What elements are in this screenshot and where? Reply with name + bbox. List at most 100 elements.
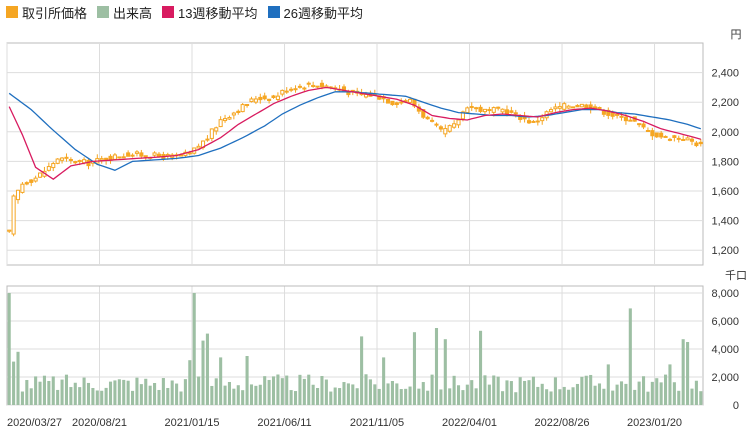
volume-bar (637, 381, 641, 405)
price-swatch-icon (6, 6, 18, 18)
legend-label-price: 取引所価格 (22, 5, 88, 21)
candle-body (15, 189, 21, 201)
volume-bar (113, 380, 117, 405)
candle-body (284, 90, 289, 93)
volume-bar (395, 383, 399, 405)
volume-bar (681, 339, 685, 405)
volume-bar (434, 328, 439, 405)
candle-body (553, 106, 558, 110)
volume-bar (38, 381, 42, 405)
candle-body (526, 120, 532, 124)
volume-bar (205, 333, 209, 405)
volume-bar (650, 381, 654, 405)
volume-bar (368, 379, 372, 405)
volume-bar (575, 383, 579, 405)
candle-body (584, 104, 589, 109)
candle-body (134, 151, 139, 154)
candle-body (606, 109, 611, 116)
ma-lines (8, 86, 701, 180)
legend-item-ma26: 26週移動平均 (267, 3, 363, 22)
volume-bar (580, 376, 584, 405)
volume-bar (549, 391, 553, 405)
volume-bar (496, 376, 500, 405)
candle-body (143, 155, 148, 158)
volume-tick-label: 6,000 (711, 316, 739, 328)
volume-bar (183, 379, 187, 405)
volume-bar (161, 378, 165, 405)
legend-label-ma13: 13週移動平均 (178, 5, 258, 21)
candle-body (126, 152, 131, 157)
volume-bar (421, 382, 425, 405)
volume-bar (589, 374, 593, 405)
candle-body (209, 128, 214, 139)
volume-bar (417, 388, 421, 405)
volume-bar (527, 380, 531, 405)
volume-bar (562, 386, 566, 405)
volume-bar (655, 378, 659, 405)
volume-bar (536, 386, 540, 405)
volume-bar (263, 376, 267, 405)
candle-body (474, 107, 479, 110)
volume-bar (465, 384, 469, 405)
volume-bar (456, 385, 461, 405)
candle-body (82, 159, 87, 164)
candle-body (641, 123, 646, 128)
candle-body (227, 117, 232, 120)
volume-bar (404, 388, 408, 405)
candle-body (676, 137, 681, 140)
volume-bar (514, 392, 518, 405)
candle-body (425, 116, 430, 120)
volume-bar (641, 376, 646, 405)
candle-body (7, 229, 12, 232)
candle-body (245, 104, 250, 107)
candle-body (139, 152, 144, 157)
candle-body (394, 102, 399, 105)
volume-bar (351, 384, 355, 405)
volume-unit-label: 千口 (725, 269, 747, 282)
candle-body (562, 103, 567, 110)
volume-bar (505, 380, 509, 405)
volume-tick-label: 0 (733, 400, 739, 412)
legend-item-price: 取引所価格 (6, 3, 87, 22)
volume-bar (126, 380, 130, 405)
volume-bar (104, 387, 108, 405)
volume-bar (91, 387, 95, 405)
legend: 取引所価格 出来高 13週移動平均 26週移動平均 (6, 3, 363, 21)
volume-bar (324, 379, 328, 405)
volume-bar (461, 390, 465, 405)
volume-bar (615, 384, 619, 405)
volume-bar (606, 364, 610, 405)
volume-bar (659, 382, 663, 405)
candle-body (20, 183, 25, 193)
volume-bar (518, 377, 522, 405)
volume-bar (307, 374, 311, 405)
x-tick-label: 2022/04/01 (442, 417, 497, 429)
volume-bar (567, 389, 571, 405)
volume-bar (531, 376, 535, 405)
candle-body (698, 141, 703, 145)
volume-bar (166, 387, 170, 405)
volume-bar (355, 388, 359, 405)
candle-body (452, 123, 457, 128)
volume-bar (249, 384, 254, 405)
candle-body (37, 172, 43, 178)
volume-bar (122, 379, 126, 405)
candle-body (77, 160, 82, 163)
candle-body (438, 126, 443, 130)
volume-bar (474, 388, 478, 405)
volume-bar (20, 391, 24, 405)
volume-bar (316, 387, 320, 405)
volume-bar (214, 378, 218, 405)
volume-bar (483, 375, 487, 405)
candle-body (68, 158, 73, 161)
axis-labels: 1,200 1,400 1,600 1,800 2,000 2,200 2,400 円 0 2,0… (7, 29, 747, 429)
volume-bar (333, 387, 337, 405)
candle-body (672, 135, 677, 138)
candle-body (293, 88, 298, 91)
x-tick-label: 2021/11/05 (350, 417, 404, 429)
volume-bar (686, 342, 690, 405)
candle-body (548, 109, 554, 113)
candle-body (531, 120, 536, 123)
volume-bar (25, 379, 29, 405)
volume-tick-label: 2,000 (711, 372, 739, 384)
